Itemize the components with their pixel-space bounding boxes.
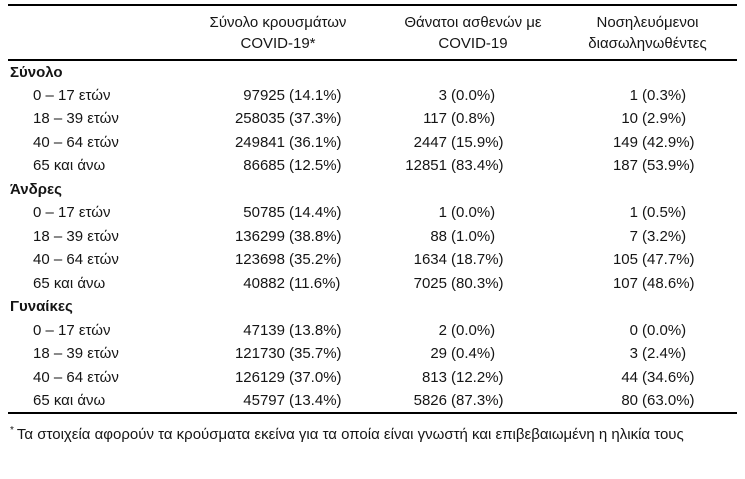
- intubated-value: 3 (2.4%): [629, 345, 687, 363]
- deaths-value: 1 (0.0%): [438, 204, 496, 222]
- cases-value: 249841 (36.1%): [234, 133, 342, 151]
- section-row-men: Άνδρες: [8, 178, 737, 202]
- age-group-label: 18 – 39 ετών: [33, 227, 119, 245]
- cases-value: 126129 (37.0%): [234, 368, 342, 386]
- intubated-value: 1 (0.3%): [629, 86, 687, 104]
- deaths-value: 29 (0.4%): [430, 345, 496, 363]
- deaths-value: 7025 (80.3%): [413, 274, 504, 292]
- header-intubated-line2: διασωληνωθέντες: [588, 34, 707, 52]
- age-group-label: 40 – 64 ετών: [33, 368, 119, 386]
- intubated-value: 149 (42.9%): [612, 133, 695, 151]
- table-row: 40 – 64 ετών 123698 (35.2%) 1634 (18.7%) 1…: [8, 248, 737, 272]
- age-group-label: 0 – 17 ετών: [33, 321, 111, 339]
- header-total-cases-line1: Σύνολο κρουσμάτων: [209, 13, 347, 31]
- age-group-label: 40 – 64 ετών: [33, 133, 119, 151]
- header-total-cases: Σύνολο κρουσμάτων COVID-19*: [168, 5, 388, 60]
- deaths-value: 88 (1.0%): [430, 227, 496, 245]
- cases-value: 121730 (35.7%): [234, 345, 342, 363]
- footnote-asterisk: *: [10, 425, 14, 436]
- age-group-label: 0 – 17 ετών: [33, 204, 111, 222]
- cases-value: 45797 (13.4%): [243, 391, 342, 409]
- cases-value: 136299 (38.8%): [234, 227, 342, 245]
- intubated-value: 0 (0.0%): [629, 321, 687, 339]
- section-label-total: Σύνολο: [10, 63, 63, 81]
- cases-value: 47139 (13.8%): [243, 321, 342, 339]
- section-label-women: Γυναίκες: [10, 298, 73, 316]
- deaths-value: 2 (0.0%): [438, 321, 496, 339]
- header-intubated-line1: Νοσηλευόμενοι: [596, 13, 699, 31]
- age-group-label: 65 και άνω: [33, 274, 106, 292]
- footnote-text: Τα στοιχεία αφορούν τα κρούσματα εκείνα …: [16, 426, 684, 443]
- intubated-value: 107 (48.6%): [612, 274, 695, 292]
- section-label-men: Άνδρες: [10, 180, 62, 198]
- cases-value: 50785 (14.4%): [243, 204, 342, 222]
- header-empty-cell: [8, 5, 168, 60]
- cases-value: 40882 (11.6%): [243, 274, 341, 292]
- deaths-value: 3 (0.0%): [438, 86, 496, 104]
- table-row: 18 – 39 ετών 136299 (38.8%) 88 (1.0%) 7 (3.…: [8, 225, 737, 249]
- age-group-label: 65 και άνω: [33, 391, 106, 409]
- table-row: 0 – 17 ετών 97925 (14.1%) 3 (0.0%) 1 (0.3%): [8, 84, 737, 108]
- deaths-value: 117 (0.8%): [423, 110, 496, 128]
- intubated-value: 1 (0.5%): [629, 204, 687, 222]
- table-row: 65 και άνω 45797 (13.4%) 5826 (87.3%) 80 (6…: [8, 389, 737, 413]
- section-row-women: Γυναίκες: [8, 295, 737, 319]
- header-intubated: Νοσηλευόμενοι διασωληνωθέντες: [558, 5, 737, 60]
- table-row: 65 και άνω 40882 (11.6%) 7025 (80.3%) 107(…: [8, 272, 737, 296]
- age-group-label: 65 και άνω: [33, 157, 106, 175]
- intubated-value: 187 (53.9%): [612, 157, 695, 175]
- age-group-label: 18 – 39 ετών: [33, 345, 119, 363]
- cases-value: 86685 (12.5%): [243, 157, 342, 175]
- covid-age-distribution-table: Σύνολο κρουσμάτων COVID-19* Θάνατοι ασθε…: [8, 4, 737, 414]
- table-row: 65 και άνω 86685 (12.5%) 12851 (83.4%) 187…: [8, 154, 737, 178]
- age-group-label: 40 – 64 ετών: [33, 251, 119, 269]
- intubated-value: 10 (2.9%): [621, 110, 687, 128]
- table-row: 40 – 64 ετών 249841 (36.1%) 2447 (15.9%) 1…: [8, 131, 737, 155]
- deaths-value: 5826 (87.3%): [413, 391, 504, 409]
- table-row: 0 – 17 ετών 50785 (14.4%) 1 (0.0%) 1 (0.5%): [8, 201, 737, 225]
- deaths-value: 2447 (15.9%): [413, 133, 504, 151]
- cases-value: 258035 (37.3%): [234, 110, 342, 128]
- header-deaths-line2: COVID-19: [438, 34, 508, 52]
- deaths-value: 813 (12.2%): [421, 368, 504, 386]
- intubated-value: 44 (34.6%): [621, 368, 695, 386]
- intubated-value: 7 (3.2%): [629, 227, 687, 245]
- deaths-value: 1634 (18.7%): [413, 251, 504, 269]
- table-row: 0 – 17 ετών 47139 (13.8%) 2 (0.0%) 0 (0.0%): [8, 319, 737, 343]
- deaths-value: 12851 (83.4%): [405, 157, 504, 175]
- age-group-label: 0 – 17 ετών: [33, 86, 111, 104]
- table-row: 18 – 39 ετών 121730 (35.7%) 29 (0.4%) 3 (2.…: [8, 342, 737, 366]
- cases-value: 123698 (35.2%): [234, 251, 342, 269]
- table-row: 40 – 64 ετών 126129 (37.0%) 813 (12.2%) 44…: [8, 366, 737, 390]
- header-deaths-line1: Θάνατοι ασθενών με: [404, 13, 542, 31]
- table-row: 18 – 39 ετών 258035 (37.3%) 117 (0.8%) 10(…: [8, 107, 737, 131]
- intubated-value: 80 (63.0%): [621, 391, 695, 409]
- header-deaths: Θάνατοι ασθενών με COVID-19: [388, 5, 558, 60]
- cases-value: 97925 (14.1%): [243, 86, 342, 104]
- intubated-value: 105 (47.7%): [612, 251, 695, 269]
- age-group-label: 18 – 39 ετών: [33, 110, 119, 128]
- table-body: Σύνολο 0 – 17 ετών 97925 (14.1%) 3 (0.0%) …: [8, 60, 737, 413]
- table-header: Σύνολο κρουσμάτων COVID-19* Θάνατοι ασθε…: [8, 5, 737, 60]
- header-total-cases-line2: COVID-19*: [240, 34, 316, 52]
- table-header-row: Σύνολο κρουσμάτων COVID-19* Θάνατοι ασθε…: [8, 5, 737, 60]
- section-row-total: Σύνολο: [8, 60, 737, 84]
- footnote: * Τα στοιχεία αφορούν τα κρούσματα εκείνα…: [8, 421, 741, 445]
